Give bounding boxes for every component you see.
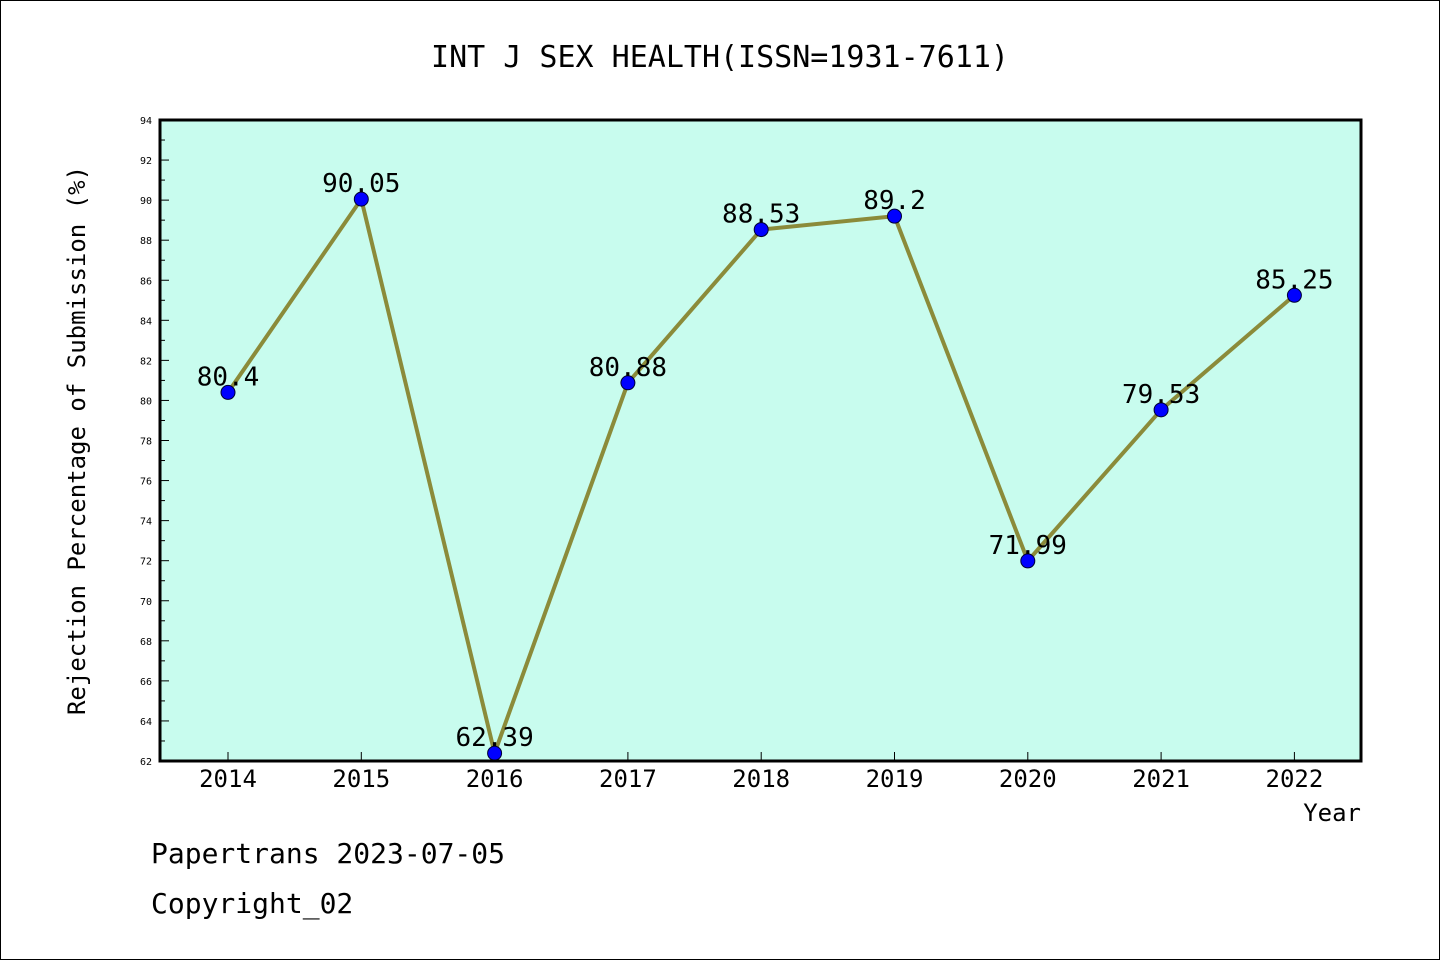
y-axis-label: Rejection Percentage of Submission (%) [63, 166, 91, 715]
data-point [220, 384, 236, 400]
data-label: 88.53 [722, 200, 800, 230]
x-tick-label: 2021 [1132, 765, 1190, 793]
data-label: 90.05 [322, 169, 400, 199]
x-tick-label: 2022 [1266, 765, 1324, 793]
y-tick-label: 92 [140, 156, 152, 167]
data-point [887, 208, 902, 224]
x-tick-label: 2018 [732, 765, 790, 793]
data-label: 62.39 [455, 723, 533, 753]
x-tick-label: 2014 [199, 765, 257, 793]
y-tick-label: 66 [140, 677, 152, 688]
data-label: 80.88 [589, 353, 667, 383]
y-tick-label: 90 [140, 196, 152, 207]
y-tick-label: 94 [140, 116, 152, 127]
data-point [1286, 287, 1302, 303]
y-tick-label: 74 [140, 517, 152, 528]
y-tick-label: 62 [140, 757, 152, 768]
data-label: 85.25 [1255, 265, 1333, 295]
y-tick-label: 88 [140, 236, 152, 247]
x-tick-label: 2019 [866, 765, 924, 793]
y-tick-label: 86 [140, 276, 152, 287]
y-tick-label: 80 [140, 396, 152, 407]
plot-border [158, 118, 1363, 763]
y-tick-label: 84 [140, 316, 152, 327]
footer-copyright: Copyright_02 [151, 887, 354, 920]
y-tick-label: 78 [140, 437, 152, 448]
data-point [1020, 553, 1036, 569]
x-tick-label: 2015 [332, 765, 390, 793]
data-label: 79.53 [1122, 380, 1200, 410]
data-point [353, 191, 369, 207]
data-point [620, 375, 636, 391]
y-tick-label: 70 [140, 597, 152, 608]
y-tick-label: 68 [140, 637, 152, 648]
footer-date: Papertrans 2023-07-05 [151, 837, 506, 870]
x-axis-label: Year [1303, 799, 1361, 827]
y-tick-label: 82 [140, 356, 152, 367]
data-label: 89.2 [863, 186, 926, 216]
x-tick-label: 2020 [999, 765, 1057, 793]
y-tick-label: 64 [140, 717, 152, 728]
x-tick-label: 2016 [466, 765, 524, 793]
chart-title: INT J SEX HEALTH(ISSN=1931-7611) [431, 40, 1009, 75]
data-label: 71.99 [989, 531, 1067, 561]
data-point [753, 222, 769, 238]
data-label: 80.4 [197, 362, 260, 392]
y-tick-label: 72 [140, 557, 152, 568]
y-tick-label: 76 [140, 477, 152, 488]
x-tick-label: 2017 [599, 765, 657, 793]
data-point [1153, 402, 1169, 418]
